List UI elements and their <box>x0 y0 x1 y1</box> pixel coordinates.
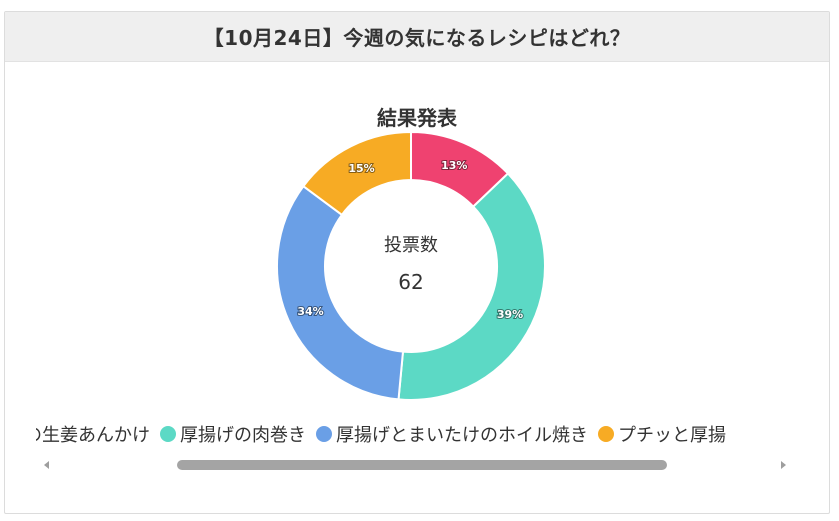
result-heading: 結果発表 <box>377 106 457 130</box>
card-title: 【10月24日】今週の気になるレシピはどれ？ <box>203 26 631 50</box>
slice-percent-label: 39% <box>497 308 523 321</box>
poll-card: 【10月24日】今週の気になるレシピはどれ？ 結果発表 <box>4 11 830 514</box>
legend-label: 厚揚げとまいたけのホイル焼き <box>336 425 588 446</box>
caret-left-icon[interactable] <box>44 461 49 469</box>
donut-slice[interactable] <box>276 184 405 401</box>
slice-percent-label: 34% <box>297 305 323 318</box>
vote-count-value: 62 <box>398 270 424 294</box>
donut-slice[interactable] <box>397 172 546 401</box>
legend-label: プチッと厚揚 <box>618 425 726 446</box>
slice-percent-label: 13% <box>441 159 467 172</box>
legend-scrollbar[interactable] <box>42 459 788 471</box>
legend-item[interactable]: の生姜あんかけ <box>36 421 150 447</box>
vote-count-label: 投票数 <box>384 235 438 256</box>
donut-slice[interactable] <box>301 130 412 217</box>
legend-item[interactable]: 厚揚げの肉巻き <box>160 421 306 447</box>
legend-swatch-icon <box>598 426 614 442</box>
legend-label: 厚揚げの肉巻き <box>180 425 306 446</box>
legend-track: の生姜あんかけ 厚揚げの肉巻き 厚揚げとまいたけのホイル焼き プチッと厚揚 <box>36 418 736 450</box>
legend-label: の生姜あんかけ <box>36 425 150 446</box>
card-header: 【10月24日】今週の気になるレシピはどれ？ <box>5 12 829 62</box>
caret-right-icon[interactable] <box>781 461 786 469</box>
legend[interactable]: の生姜あんかけ 厚揚げの肉巻き 厚揚げとまいたけのホイル焼き プチッと厚揚 <box>36 418 790 450</box>
legend-item[interactable]: 厚揚げとまいたけのホイル焼き <box>316 421 588 447</box>
legend-item[interactable]: プチッと厚揚 <box>598 421 726 447</box>
donut-chart: 13% 39% 34% 15% <box>276 130 546 401</box>
scroll-thumb[interactable] <box>177 460 667 470</box>
legend-swatch-icon <box>316 426 332 442</box>
legend-swatch-icon <box>160 426 176 442</box>
slice-percent-label: 15% <box>348 162 374 175</box>
